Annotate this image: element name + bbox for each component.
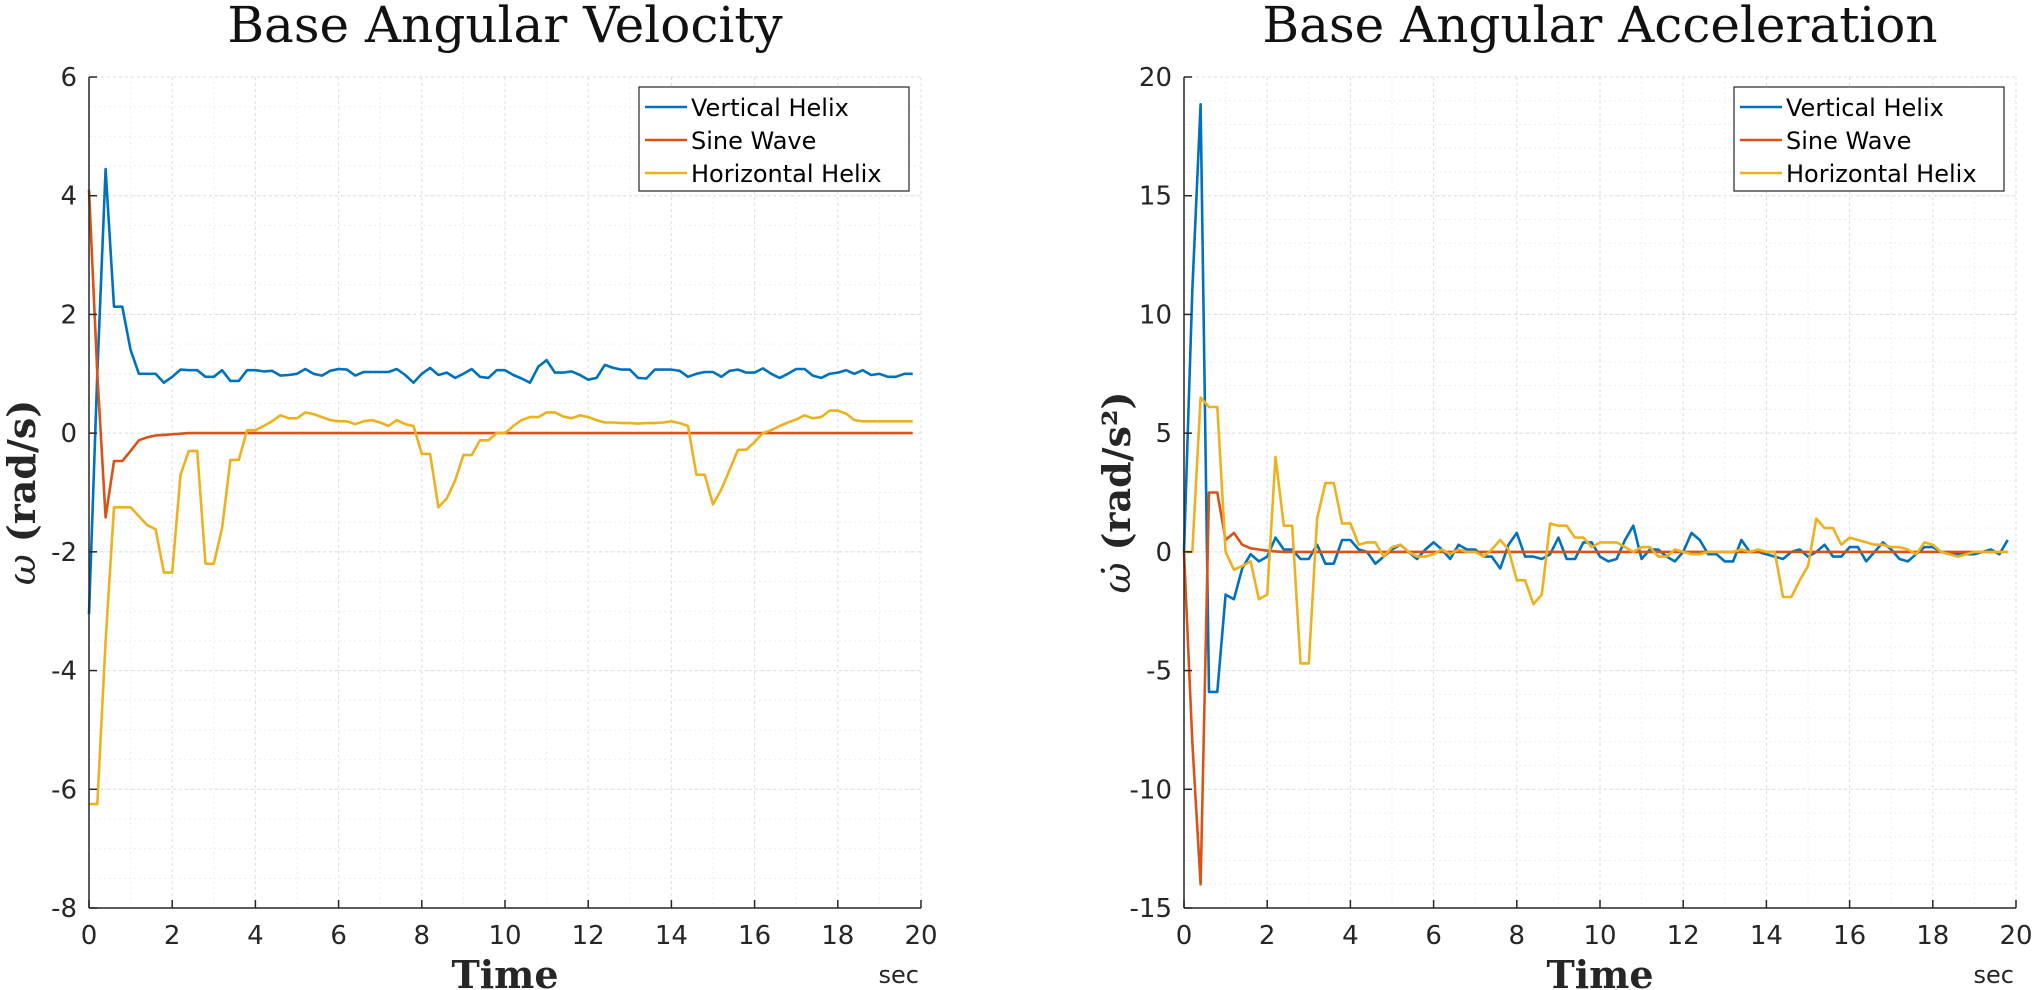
x-tick-label: 6: [330, 921, 347, 951]
series-line-sine-wave: [1182, 491, 2008, 886]
y-axis-unit: (rad/s²): [1094, 391, 1139, 550]
y-tick-label: -15: [1130, 894, 1172, 924]
x-tick-label: 12: [1667, 921, 1700, 951]
x-tick-label: 10: [488, 921, 521, 951]
series-lines: [87, 167, 913, 806]
x-axis-unit: sec: [879, 961, 919, 989]
x-tick-label: 20: [1999, 921, 2032, 951]
chart-title: Base Angular Velocity: [227, 0, 783, 54]
y-tick-label: -6: [51, 775, 77, 805]
x-tick-label: 20: [904, 921, 937, 951]
y-axis-symbol: ω: [0, 554, 44, 585]
x-axis-label: Time: [451, 952, 558, 990]
legend-label-horizontal-helix: Horizontal Helix: [691, 160, 882, 188]
x-tick-label: 18: [821, 921, 854, 951]
y-axis-unit: (rad/s): [0, 400, 44, 542]
x-tick-label: 4: [1342, 921, 1359, 951]
x-tick-label: 2: [164, 921, 181, 951]
y-tick-label: 0: [1155, 538, 1172, 568]
x-tick-label: 0: [1176, 921, 1193, 951]
x-tick-label: 4: [247, 921, 264, 951]
y-tick-label: -5: [1146, 657, 1172, 687]
series-line-horizontal-helix: [89, 409, 913, 806]
legend-label-sine-wave: Sine Wave: [1786, 127, 1911, 155]
x-tick-label: 16: [738, 921, 771, 951]
series-line-vertical-helix: [87, 167, 913, 615]
y-tick-label: -2: [51, 538, 77, 568]
x-tick-label: 18: [1916, 921, 1949, 951]
x-tick-label: 10: [1583, 921, 1616, 951]
x-tick-label: 2: [1259, 921, 1276, 951]
velocity-plot: 0 2 4 6 8 10 12 14 16 18 20 -8 -6 -4 -2 0 2 4 6 Base Angula…: [0, 0, 938, 990]
y-tick-label: 2: [60, 300, 77, 330]
x-tick-label: 8: [414, 921, 431, 951]
y-tick-label: 15: [1139, 182, 1172, 212]
y-axis-symbol: ω̇: [1095, 563, 1139, 594]
x-axis-label: Time: [1546, 952, 1653, 990]
series-lines: [1182, 103, 2009, 886]
legend: Vertical Helix Sine Wave Horizontal Helix: [638, 86, 910, 192]
y-tick-label: 6: [60, 63, 77, 93]
acceleration-plot: 0 2 4 6 8 10 12 14 16 18 20 -15 -10 -5 0 5 10 15 20 Base An…: [1094, 0, 2033, 990]
series-line-vertical-helix: [1182, 103, 2009, 694]
y-tick-label: 20: [1139, 63, 1172, 93]
y-axis-label: ω̇ (rad/s²): [1094, 391, 1139, 593]
x-tick-label: 8: [1509, 921, 1526, 951]
x-tick-label: 12: [572, 921, 605, 951]
series-line-horizontal-helix: [1184, 396, 2008, 665]
y-tick-label: -10: [1130, 775, 1172, 805]
y-tick-label: 4: [60, 182, 77, 212]
x-tick-label: 14: [1750, 921, 1783, 951]
legend-label-vertical-helix: Vertical Helix: [1786, 94, 1944, 122]
legend-label-vertical-helix: Vertical Helix: [691, 94, 849, 122]
legend-label-horizontal-helix: Horizontal Helix: [1786, 160, 1977, 188]
y-tick-label: 10: [1139, 300, 1172, 330]
x-tick-label: 14: [655, 921, 688, 951]
chart-title: Base Angular Acceleration: [1262, 0, 1937, 54]
y-axis-label: ω (rad/s): [0, 400, 44, 585]
legend: Vertical Helix Sine Wave Horizontal Helix: [1733, 86, 2005, 192]
y-tick-label: 0: [60, 419, 77, 449]
legend-label-sine-wave: Sine Wave: [691, 127, 816, 155]
x-tick-label: 6: [1425, 921, 1442, 951]
x-tick-label: 0: [81, 921, 98, 951]
y-tick-label: -8: [51, 894, 77, 924]
x-axis-unit: sec: [1974, 961, 2014, 989]
y-tick-label: 5: [1155, 419, 1172, 449]
x-tick-label: 16: [1833, 921, 1866, 951]
y-tick-label: -4: [51, 657, 77, 687]
